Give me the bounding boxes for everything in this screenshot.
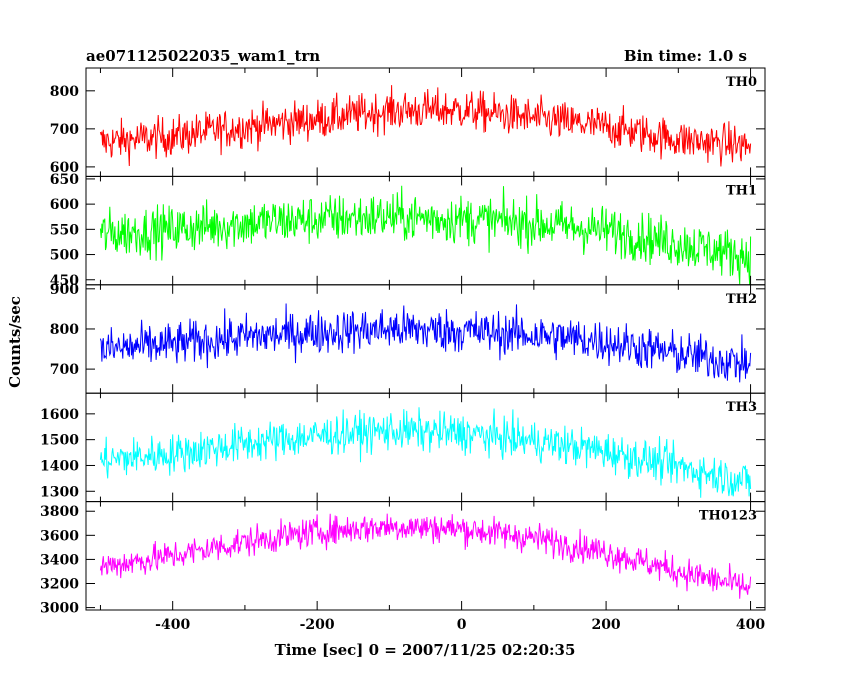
y-tick-label: 3600 — [40, 528, 79, 544]
y-tick-label: 450 — [50, 273, 79, 289]
y-tick-label: 1600 — [40, 407, 79, 423]
y-tick-label: 3000 — [40, 601, 79, 617]
figure-title: ae071125022035_wam1_trn — [86, 47, 320, 65]
y-tick-label: 600 — [50, 197, 79, 213]
y-tick-label: 3800 — [40, 504, 79, 520]
panel-label-th2: TH2 — [726, 292, 757, 307]
panel-label-th0123: TH0123 — [699, 509, 757, 524]
x-tick-label: 400 — [736, 617, 765, 633]
bin-time-label: Bin time: 1.0 s — [624, 47, 747, 65]
x-tick-label: 0 — [457, 617, 467, 633]
y-tick-label: 550 — [50, 222, 79, 238]
y-tick-label: 700 — [50, 362, 79, 378]
y-tick-label: 800 — [50, 322, 79, 338]
y-axis-title: Counts/sec — [6, 296, 24, 388]
y-tick-label: 600 — [50, 160, 79, 176]
y-tick-label: 650 — [50, 172, 79, 188]
panel-frame — [85, 501, 766, 611]
x-tick-label: -200 — [300, 617, 335, 633]
panel-th3: 1300 1400 1500 1600 TH3 — [40, 392, 766, 503]
panel-label-th1: TH1 — [726, 183, 757, 198]
y-tick-label: 700 — [50, 122, 79, 138]
panel-label-th3: TH3 — [726, 400, 757, 415]
series-line-th1 — [99, 185, 752, 285]
y-tick-label: 1500 — [40, 433, 79, 449]
y-tick-label: 900 — [50, 282, 79, 298]
y-tick-label: 1300 — [40, 484, 79, 500]
series-line-th2 — [99, 303, 752, 383]
x-tick-label: -400 — [155, 617, 190, 633]
panel-th0: 600 700 800 TH0 — [50, 67, 766, 177]
x-axis-title: Time [sec] 0 = 2007/11/25 02:20:35 — [275, 641, 576, 659]
panels-group: 600700800TH0450500550600650TH1700800900T… — [40, 67, 766, 617]
series-line-th3 — [99, 407, 752, 498]
y-tick-label: 500 — [50, 248, 79, 264]
panel-th2: 700 800 900 TH2 — [50, 282, 766, 394]
y-tick-label: 800 — [50, 84, 79, 100]
x-tick-label: 200 — [591, 617, 620, 633]
panel-label-th0: TH0 — [726, 75, 757, 90]
panel-th1: 450 500 550 600 650 TH1 — [50, 172, 766, 289]
panel-frame — [85, 284, 766, 394]
y-tick-label: 3200 — [40, 577, 79, 593]
y-tick-label: 3400 — [40, 552, 79, 568]
panel-th0123: 3000 3200 3400 3600 3800 TH0123 — [40, 501, 766, 617]
series-line-th0 — [99, 85, 752, 167]
series-line-th0123 — [99, 513, 752, 599]
y-tick-label: 1400 — [40, 458, 79, 474]
x-axis: -400 -200 0 200 400 — [155, 617, 765, 633]
